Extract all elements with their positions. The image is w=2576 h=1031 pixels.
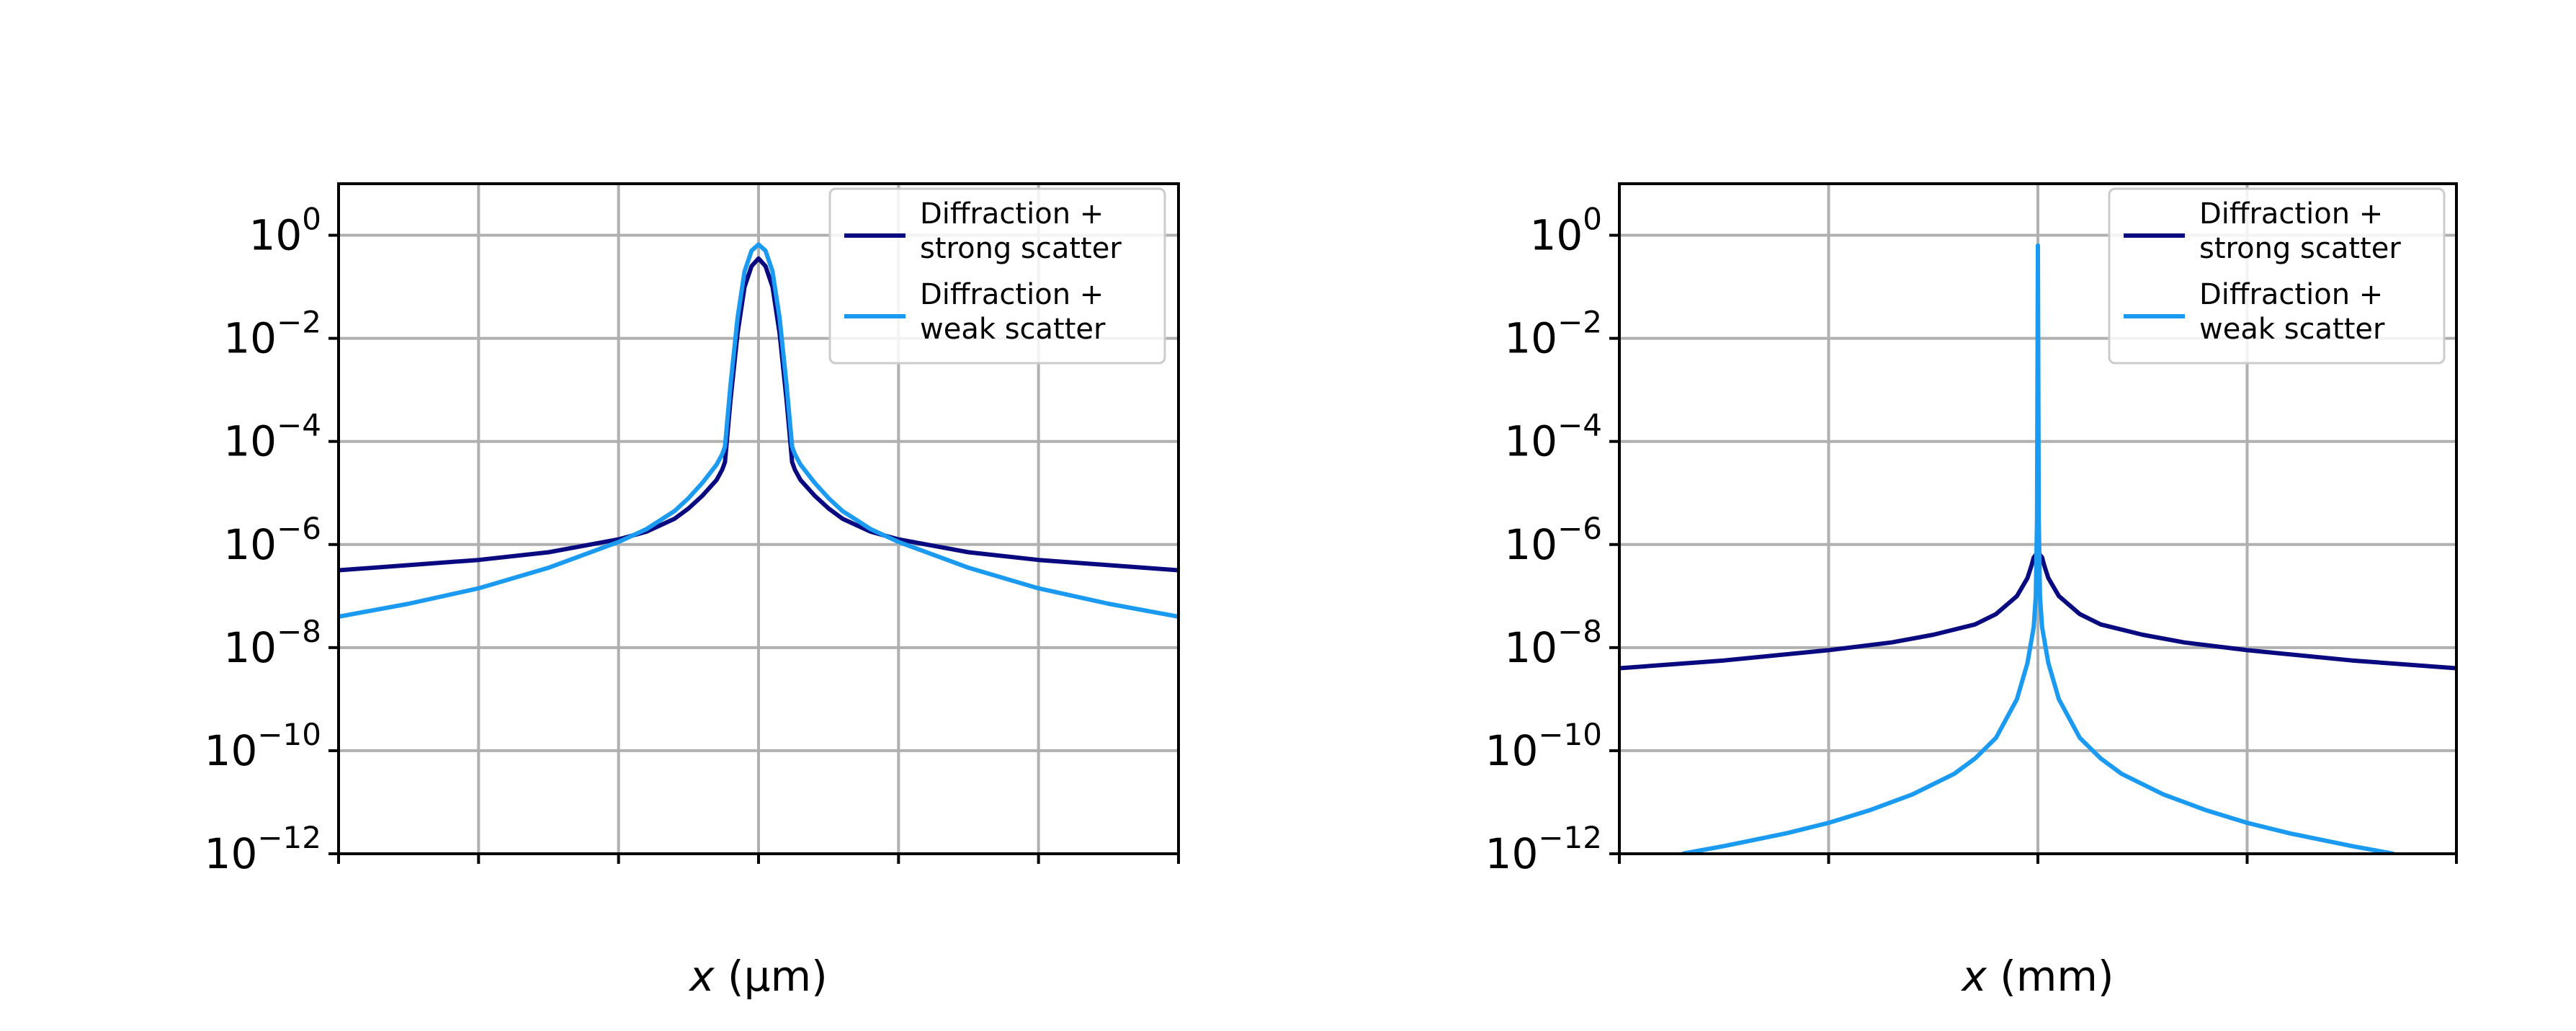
y-tick-base: 10 (1485, 829, 1539, 878)
x-axis-label: x (mm) (1960, 952, 2114, 1001)
y-tick-base: 10 (223, 417, 277, 466)
legend-entry-line: weak scatter (2199, 313, 2385, 346)
series-line-strong-scatter (339, 256, 1179, 573)
y-tick-exponent: −8 (1557, 614, 1602, 649)
legend-box (828, 187, 1166, 365)
y-tick-label: 10−10 (1485, 717, 1602, 775)
legend-entry-line: Diffraction + (920, 278, 1104, 311)
y-tick-exponent: −12 (257, 820, 321, 855)
series-line-weak-scatter (1681, 243, 2394, 854)
legend-entry-weak-scatter: Diffraction + weak scatter (2199, 278, 2385, 346)
y-tick-exponent: −4 (1557, 408, 1602, 443)
y-tick-label: 10−4 (223, 408, 321, 466)
x-axis-label: x (μm) (688, 952, 827, 1001)
y-tick-exponent: −4 (277, 408, 321, 443)
legend-box (2108, 187, 2446, 365)
y-tick-base: 10 (205, 726, 258, 775)
y-tick-label: 100 (1529, 202, 1602, 260)
y-tick-base: 10 (1504, 623, 1557, 672)
legend-entry-strong-scatter: Diffraction + strong scatter (920, 197, 1122, 265)
y-tick-label: 10−12 (205, 820, 321, 878)
legend-entry-line: weak scatter (920, 313, 1106, 346)
y-tick-exponent: −2 (277, 305, 321, 340)
y-tick-exponent: −12 (1538, 820, 1602, 855)
y-tick-label: 10−2 (223, 305, 321, 363)
legend-entry-line: Diffraction + (2199, 197, 2383, 231)
y-tick-base: 10 (223, 314, 277, 363)
y-tick-base: 10 (223, 520, 277, 569)
y-tick-label: 10−10 (205, 717, 321, 775)
y-tick-base: 10 (1504, 314, 1557, 363)
y-tick-exponent: −8 (277, 614, 321, 649)
x-axis-unit: (mm) (1987, 952, 2114, 1001)
y-tick-label: 10−8 (1504, 614, 1602, 672)
y-tick-base: 10 (205, 829, 258, 878)
x-axis-unit: (μm) (715, 952, 828, 1001)
y-tick-base: 10 (223, 623, 277, 672)
legend-entry-weak-scatter: Diffraction + weak scatter (920, 278, 1106, 346)
y-tick-label: 10−8 (223, 614, 321, 672)
legend-entry-line: Diffraction + (2199, 278, 2383, 311)
y-tick-label: 10−2 (1504, 305, 1602, 363)
x-axis-variable: x (1960, 952, 1987, 1001)
y-tick-exponent: −6 (277, 511, 321, 546)
y-tick-label: 10−4 (1504, 408, 1602, 466)
y-tick-base: 10 (1485, 726, 1539, 775)
y-tick-exponent: 0 (1583, 202, 1602, 237)
y-tick-label: 10−6 (1504, 511, 1602, 569)
legend-entry-line: strong scatter (920, 232, 1122, 265)
y-tick-label: 100 (249, 202, 321, 260)
y-tick-exponent: 0 (302, 202, 321, 237)
y-tick-base: 10 (1504, 520, 1557, 569)
legend-entry-line: strong scatter (2199, 232, 2401, 265)
y-tick-exponent: −6 (1557, 511, 1602, 546)
series-line-weak-scatter (339, 242, 1179, 619)
y-tick-label: 10−6 (223, 511, 321, 569)
series-group (1619, 243, 2456, 854)
y-tick-exponent: −10 (1538, 717, 1602, 752)
y-tick-exponent: −10 (257, 717, 321, 752)
series-group (339, 242, 1179, 619)
legend-entry-strong-scatter: Diffraction + strong scatter (2199, 197, 2401, 265)
y-tick-base: 10 (1529, 211, 1583, 260)
legend-entry-line: Diffraction + (920, 197, 1104, 231)
x-axis-variable: x (688, 952, 715, 1001)
y-tick-exponent: −2 (1557, 305, 1602, 340)
y-tick-base: 10 (249, 211, 302, 260)
y-tick-base: 10 (1504, 417, 1557, 466)
y-tick-label: 10−12 (1485, 820, 1602, 878)
